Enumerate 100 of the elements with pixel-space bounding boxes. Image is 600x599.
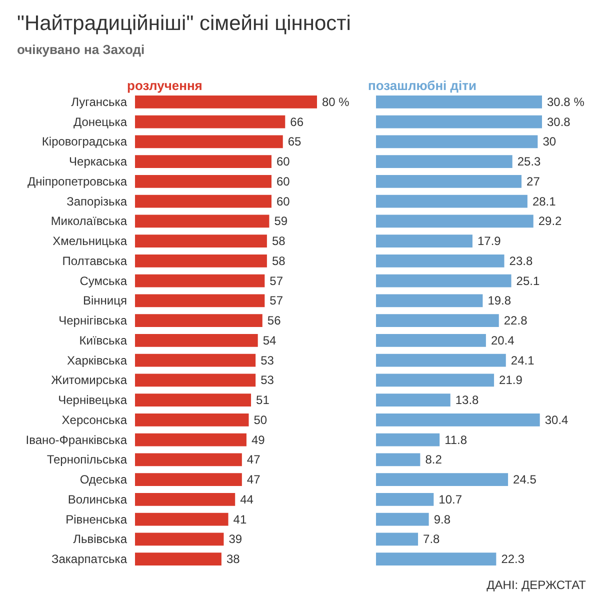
chart-title: "Найтрадиційніші" сімейні цінності — [17, 12, 351, 35]
bar — [135, 453, 242, 466]
bar — [376, 174, 522, 188]
bar — [376, 254, 504, 268]
bar — [376, 394, 450, 407]
data-label: 24.1 — [510, 353, 535, 368]
bar — [376, 354, 506, 367]
bar — [135, 492, 236, 506]
data-label: 8.2 — [425, 452, 442, 467]
y-tick-label: Рівненська — [66, 512, 128, 526]
bar — [135, 473, 242, 486]
data-label: 7.8 — [423, 532, 440, 546]
data-label: 24.5 — [513, 472, 537, 487]
data-label: 23.8 — [509, 254, 533, 268]
bar — [376, 433, 440, 446]
data-label: 58 — [272, 254, 286, 268]
bar — [135, 334, 258, 347]
x-axis-title: розлучення — [127, 78, 202, 93]
bar — [376, 492, 434, 506]
bar — [135, 512, 228, 526]
bar — [376, 135, 538, 148]
y-tick-label: Житомирська — [51, 373, 128, 388]
data-label: 66 — [290, 114, 304, 129]
bar — [135, 394, 252, 407]
data-label: 50 — [254, 412, 268, 427]
data-label: 57 — [270, 274, 284, 288]
bar — [135, 552, 222, 566]
data-label: 39 — [228, 532, 242, 546]
bar — [376, 194, 528, 208]
bar — [135, 433, 246, 446]
text: ДАНІ: ДЕРЖСТАТ — [486, 578, 587, 592]
data-label: 54 — [262, 333, 277, 348]
y-tick-label: Запорізька — [66, 194, 128, 208]
data-label: 47 — [246, 472, 261, 487]
data-label: 57 — [270, 294, 284, 308]
data-label: 11.8 — [444, 432, 468, 447]
data-label: 25.3 — [517, 154, 542, 169]
data-label: 27 — [526, 174, 540, 188]
bar — [135, 135, 283, 148]
data-label: 9.8 — [434, 512, 451, 526]
data-label: 41 — [233, 512, 247, 526]
bar — [135, 174, 272, 188]
data-label: 29.2 — [538, 214, 562, 228]
bar — [376, 453, 420, 466]
y-tick-label: Хмельницька — [52, 234, 128, 248]
y-tick-label: Луганська — [71, 94, 128, 109]
bar — [376, 532, 418, 546]
y-tick-label: Харківська — [67, 353, 128, 368]
data-label: 30.4 — [544, 412, 569, 427]
y-tick-label: Волинська — [68, 492, 128, 506]
y-tick-label: Донецька — [73, 114, 128, 129]
data-label: 44 — [240, 492, 254, 506]
bar — [376, 115, 542, 128]
data-label: 10.7 — [438, 492, 462, 506]
data-label: 60 — [276, 194, 290, 208]
y-tick-label: Закарпатська — [52, 552, 128, 566]
data-label: 25.1 — [516, 274, 540, 288]
y-tick-label: Вінниця — [83, 294, 127, 308]
bar — [135, 274, 265, 288]
bar — [135, 532, 224, 546]
data-label: 17.9 — [477, 234, 502, 248]
data-label: 13.8 — [455, 393, 480, 408]
data-label: 58 — [272, 234, 286, 248]
y-tick-label: Івано-Франківська — [26, 432, 128, 447]
bar — [135, 374, 256, 387]
data-label: 20.4 — [490, 333, 515, 348]
bar — [135, 95, 317, 108]
y-tick-label: Чернівецька — [58, 393, 128, 408]
data-label: 30.8 % — [547, 94, 585, 109]
data-label: 30 — [542, 134, 556, 149]
bar — [376, 552, 496, 566]
y-tick-label: Кіровоградська — [42, 134, 128, 149]
bar — [135, 413, 249, 426]
bar — [135, 254, 267, 268]
bar — [135, 214, 270, 228]
data-label: 53 — [260, 373, 274, 388]
y-tick-label: Миколаївська — [50, 214, 128, 228]
y-tick-label: Одеська — [80, 472, 128, 487]
bar — [376, 374, 494, 387]
y-tick-label: Черкаська — [69, 154, 128, 169]
data-label: 60 — [276, 174, 290, 188]
bar — [376, 473, 508, 486]
bar — [135, 314, 262, 328]
data-label: 80 % — [322, 94, 350, 109]
y-tick-label: Херсонська — [62, 412, 128, 427]
bar — [376, 314, 499, 328]
bar — [135, 115, 286, 128]
bar — [376, 334, 486, 347]
data-label: 22.3 — [501, 552, 525, 566]
chart-subtitle: очікувано на Заході — [17, 42, 145, 57]
data-label: 56 — [267, 314, 282, 328]
data-label: 65 — [288, 134, 302, 149]
y-tick-label: Львівська — [73, 532, 128, 546]
data-label: 22.8 — [504, 314, 528, 328]
data-label: 21.9 — [499, 373, 523, 388]
x-axis-title: позашлюбні діти — [368, 78, 476, 93]
data-label: 28.1 — [532, 194, 556, 208]
bar — [376, 214, 534, 228]
data-label: 30.8 — [547, 114, 571, 129]
data-label: 19.8 — [488, 294, 512, 308]
